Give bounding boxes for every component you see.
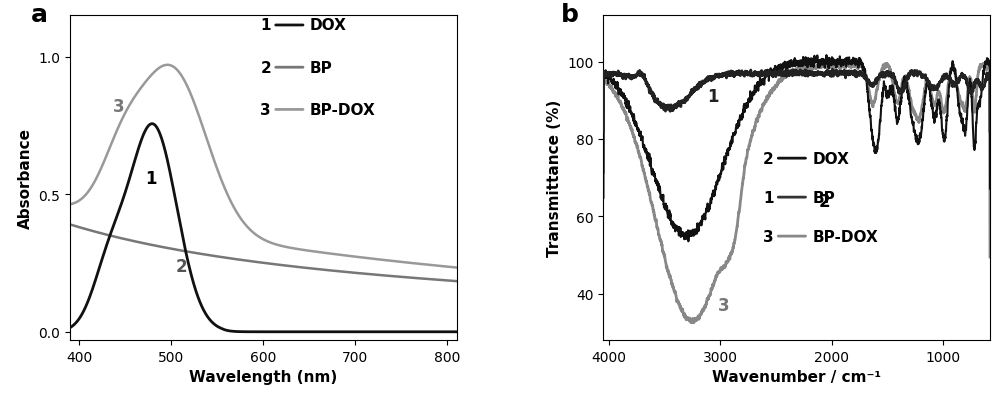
Text: 2: 2 <box>260 61 271 75</box>
Text: DOX: DOX <box>812 151 849 166</box>
Text: 1: 1 <box>763 190 774 205</box>
Text: BP-DOX: BP-DOX <box>812 229 878 244</box>
Text: DOX: DOX <box>310 19 347 33</box>
X-axis label: Wavelength (nm): Wavelength (nm) <box>189 369 337 384</box>
Text: a: a <box>31 3 48 27</box>
Text: 3: 3 <box>763 229 774 244</box>
Text: BP: BP <box>812 190 835 205</box>
Text: BP-DOX: BP-DOX <box>310 103 375 117</box>
Text: b: b <box>561 3 579 27</box>
Text: 3: 3 <box>113 98 125 116</box>
X-axis label: Wavenumber / cm⁻¹: Wavenumber / cm⁻¹ <box>712 369 881 384</box>
Text: 2: 2 <box>763 151 774 166</box>
Text: 2: 2 <box>176 257 187 275</box>
Text: 1: 1 <box>261 19 271 33</box>
Text: 3: 3 <box>718 296 730 314</box>
Text: BP: BP <box>310 61 332 75</box>
Text: 1: 1 <box>707 88 719 106</box>
Text: 2: 2 <box>818 192 830 210</box>
Y-axis label: Absorbance: Absorbance <box>18 128 33 228</box>
Text: 3: 3 <box>260 103 271 117</box>
Y-axis label: Transmittance (%): Transmittance (%) <box>547 100 562 257</box>
Text: 1: 1 <box>145 169 157 187</box>
